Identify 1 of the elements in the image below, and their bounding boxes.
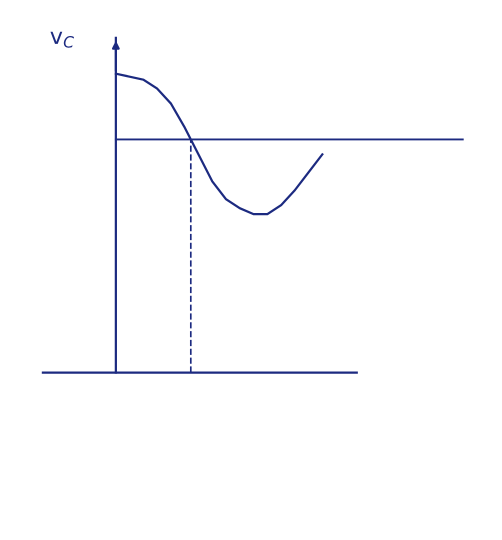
- y-axis-title: v$_{C}$: [50, 32, 74, 48]
